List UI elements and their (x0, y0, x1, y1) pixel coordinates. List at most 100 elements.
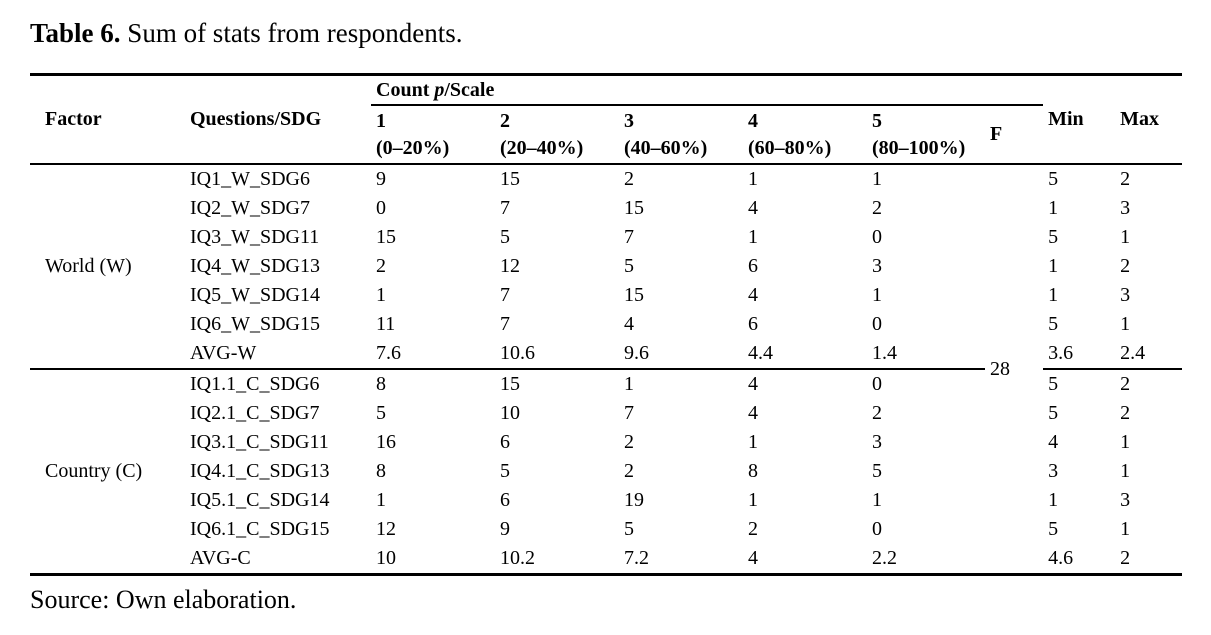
count-cell: 2.2 (872, 547, 897, 569)
scale-range: (20–40%) (500, 136, 584, 159)
count-cell: 16 (376, 431, 396, 453)
count-cell: 1.4 (872, 342, 897, 364)
max-cell: 3 (1120, 284, 1131, 306)
count-cell: 5 (624, 255, 634, 277)
count-cell: 2 (624, 460, 634, 482)
table-caption-number: Table 6. (30, 18, 121, 48)
count-cell: 2 (872, 197, 882, 219)
count-cell: 1 (872, 489, 882, 511)
count-cell: 15 (495, 368, 619, 399)
count-cell: 12 (376, 518, 396, 540)
header-count-scale: Count p/Scale (371, 74, 1044, 106)
header-f: F (990, 123, 1003, 145)
count-cell: 1 (376, 489, 386, 511)
scale-range: (60–80%) (748, 136, 832, 159)
count-cell: 1 (748, 226, 758, 248)
question-cell: AVG-C (190, 547, 251, 569)
table-header: Factor Questions/SDG Count p/Scale Min M… (30, 74, 1182, 165)
header-factor: Factor (45, 108, 102, 130)
question-cell: IQ3.1_C_SDG11 (190, 431, 329, 453)
factor-cell-world: World (W) (30, 163, 185, 369)
count-cell: 7 (500, 284, 510, 306)
table-row: IQ3.1_C_SDG11 16 6 2 1 3 4 1 (30, 428, 1182, 457)
min-cell: 5 (1048, 313, 1059, 335)
count-cell: 0 (872, 226, 882, 248)
min-cell: 5 (1048, 226, 1059, 248)
count-cell: 6 (500, 431, 510, 453)
question-cell: IQ4_W_SDG13 (190, 255, 320, 277)
count-cell: 2 (748, 518, 758, 540)
scale-num: 3 (624, 109, 634, 132)
scale-num: 5 (872, 109, 882, 132)
source-note: Source: Own elaboration. (30, 585, 297, 614)
max-cell: 1 (1120, 460, 1131, 482)
count-cell: 5 (624, 518, 634, 540)
min-cell: 3 (1048, 460, 1059, 482)
count-cell: 10 (376, 547, 396, 569)
count-cell: 12 (500, 255, 520, 277)
count-cell: 5 (376, 402, 386, 424)
count-cell: 15 (376, 226, 396, 248)
min-cell: 5 (1048, 402, 1059, 424)
table-body: World (W) IQ1_W_SDG6 9 15 2 1 1 28 5 2 I… (30, 163, 1183, 575)
max-cell: 2 (1115, 163, 1183, 194)
count-cell: 1 (748, 431, 758, 453)
count-cell: 8 (376, 460, 386, 482)
header-row-scales: 1 (0–20%) 2 (20–40%) 3 (40–60%) 4 (60–80%) 5… (30, 105, 1182, 164)
scale-range: (40–60%) (624, 136, 708, 159)
count-cell: 10 (500, 402, 520, 424)
count-cell: 19 (624, 489, 644, 511)
question-cell: IQ5.1_C_SDG14 (190, 489, 330, 511)
max-cell: 1 (1120, 518, 1131, 540)
min-cell: 1 (1048, 197, 1059, 219)
count-cell: 0 (867, 368, 985, 399)
table-row: World (W) IQ1_W_SDG6 9 15 2 1 1 28 5 2 (30, 163, 1183, 575)
table-caption-text: Sum of stats from respondents. (120, 18, 463, 48)
count-cell: 1 (748, 489, 758, 511)
min-cell: 3.6 (1048, 342, 1074, 364)
count-cell: 7 (500, 313, 510, 335)
max-cell: 1 (1120, 313, 1131, 335)
table-row: IQ6_W_SDG15 11 7 4 6 0 5 1 (30, 310, 1182, 339)
count-cell: 9 (371, 163, 495, 194)
count-cell: 5 (500, 226, 510, 248)
count-cell: 2 (376, 255, 386, 277)
max-cell: 2 (1120, 547, 1131, 569)
scale-num: 4 (748, 109, 758, 132)
count-cell: 15 (624, 197, 644, 219)
count-cell: 7.6 (376, 342, 401, 364)
table-row: IQ2_W_SDG7 0 7 15 4 2 1 3 (30, 194, 1182, 223)
scale-range: (80–100%) (872, 136, 966, 159)
stats-table: Factor Questions/SDG Count p/Scale Min M… (30, 73, 1183, 576)
table-row: IQ5.1_C_SDG14 1 6 19 1 1 1 3 (30, 486, 1182, 515)
count-cell: 5 (500, 460, 510, 482)
count-cell: 3 (872, 431, 882, 453)
count-cell: 7 (624, 402, 634, 424)
count-cell: 4 (748, 197, 758, 219)
max-cell: 3 (1120, 489, 1131, 511)
count-cell: 10.6 (500, 342, 535, 364)
question-cell: IQ2.1_C_SDG7 (190, 402, 320, 424)
question-cell: IQ2_W_SDG7 (190, 197, 310, 219)
table-row: IQ2.1_C_SDG7 5 10 7 4 2 5 2 (30, 399, 1182, 428)
header-scale-1: 1 (0–20%) (371, 105, 495, 164)
scale-num: 1 (376, 109, 386, 132)
count-cell: 9.6 (624, 342, 649, 364)
table-caption: Table 6. Sum of stats from respondents. (30, 16, 463, 50)
min-cell: 1 (1048, 255, 1059, 277)
count-cell: 1 (867, 163, 985, 194)
table-row-avg: AVG-W 7.6 10.6 9.6 4.4 1.4 3.6 2.4 (30, 339, 1182, 369)
f-value-cell: 28 (985, 163, 1044, 575)
count-cell: 10.2 (500, 547, 535, 569)
table-row: IQ3_W_SDG11 15 5 7 1 0 5 1 (30, 223, 1182, 252)
header-scale-2: 2 (20–40%) (495, 105, 619, 164)
header-scale-3: 3 (40–60%) (619, 105, 743, 164)
factor-cell-country: Country (C) (30, 368, 185, 575)
count-cell: 8 (371, 368, 495, 399)
count-cell: 4 (748, 284, 758, 306)
scale-num: 2 (500, 109, 510, 132)
count-cell: 2 (872, 402, 882, 424)
max-cell: 2 (1120, 402, 1131, 424)
min-cell: 4 (1048, 431, 1059, 453)
